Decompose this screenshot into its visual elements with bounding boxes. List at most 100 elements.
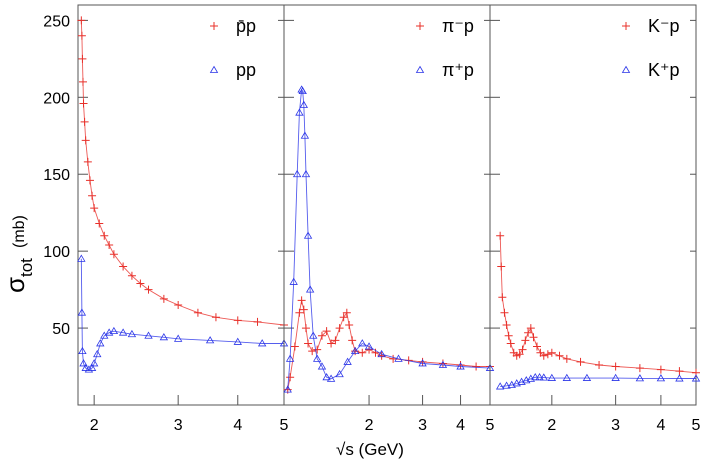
data-point [233, 337, 242, 345]
data-point [358, 339, 367, 347]
data-point [295, 108, 304, 116]
data-point [562, 354, 571, 363]
data-point [635, 374, 645, 382]
data-point [515, 350, 524, 359]
data-point [136, 279, 145, 288]
data-point [109, 326, 119, 335]
data-point [611, 362, 620, 371]
data-point [174, 301, 183, 309]
data-point [675, 374, 684, 382]
y-tick-label: 250 [43, 13, 70, 30]
data-point [327, 339, 336, 348]
x-tick-label: 2 [90, 417, 99, 434]
data-point [529, 333, 538, 342]
series-1 [496, 231, 700, 377]
data-point [312, 354, 322, 362]
legend-marker [622, 22, 630, 30]
data-point [611, 373, 620, 381]
data-point [253, 317, 262, 326]
data-point [283, 385, 292, 393]
data-point [299, 100, 309, 108]
data-point [496, 231, 505, 240]
data-point [317, 331, 326, 340]
data-point [518, 345, 527, 354]
data-point [298, 86, 307, 95]
data-point [418, 359, 427, 367]
data-point [364, 342, 374, 350]
data-point [88, 191, 97, 200]
data-point [77, 16, 86, 25]
data-point [595, 361, 604, 369]
y-axis-title-unit: (mb) [11, 215, 28, 248]
x-tick-label: 3 [174, 417, 183, 434]
data-point [498, 293, 507, 302]
data-point [205, 336, 215, 344]
data-point [100, 231, 109, 240]
data-point [89, 359, 99, 367]
data-point [83, 157, 92, 166]
data-point [144, 285, 153, 294]
data-point [547, 348, 556, 357]
x-tick-label: 5 [692, 417, 701, 434]
data-point [524, 328, 533, 337]
y-tick-label: 50 [52, 321, 70, 338]
legend-marker [621, 65, 631, 73]
data-point [78, 54, 87, 63]
data-point [377, 349, 386, 358]
data-point [211, 313, 220, 322]
data-point [290, 342, 299, 351]
data-point [78, 346, 87, 355]
data-point [233, 316, 242, 325]
data-point [495, 382, 505, 390]
x-tick-label: 2 [365, 417, 374, 434]
data-point [305, 285, 315, 293]
panel-frame [489, 4, 697, 406]
data-point [339, 313, 348, 322]
data-point [343, 357, 352, 365]
data-point [535, 373, 544, 381]
panel-1: 50 100 150 200 250 2 3 4 5 p̄p pp [43, 4, 289, 434]
data-point [304, 339, 313, 348]
data-point [286, 373, 295, 382]
data-point [85, 176, 94, 185]
data-point [285, 354, 295, 362]
series-curve [287, 300, 490, 390]
x-tick-label: 3 [418, 417, 427, 434]
y-tick-label: 100 [43, 244, 70, 261]
data-point [656, 374, 666, 382]
data-point [159, 333, 169, 341]
data-point [77, 254, 86, 262]
x-tick-label: 5 [486, 417, 495, 434]
x-tick-label: 4 [656, 417, 665, 434]
data-point [322, 373, 331, 381]
x-tick-label: 3 [611, 417, 620, 434]
legend-label: π⁺p [442, 60, 474, 80]
data-point [300, 131, 310, 139]
data-point [326, 374, 336, 382]
legend-label: pp [236, 60, 256, 80]
data-point [257, 339, 267, 347]
data-point [502, 321, 511, 329]
data-point [79, 359, 88, 367]
y-axis-title: σ tot (mb) [2, 215, 32, 293]
legend-marker [209, 65, 219, 73]
series-1 [77, 16, 288, 329]
data-point [350, 346, 360, 355]
data-point [292, 169, 302, 178]
data-point [303, 231, 313, 239]
data-point [582, 373, 592, 381]
y-tick-label: 200 [43, 90, 70, 107]
data-point [507, 380, 516, 388]
data-point [539, 373, 548, 381]
data-point [105, 241, 114, 249]
y-tick-label: 150 [43, 167, 70, 184]
data-point [389, 354, 398, 363]
data-point [295, 308, 304, 317]
data-point [109, 250, 118, 259]
data-point [297, 296, 306, 305]
data-point [313, 345, 322, 354]
data-point [301, 324, 310, 333]
data-point [635, 364, 644, 373]
series-2 [495, 373, 701, 390]
data-point [531, 373, 540, 381]
